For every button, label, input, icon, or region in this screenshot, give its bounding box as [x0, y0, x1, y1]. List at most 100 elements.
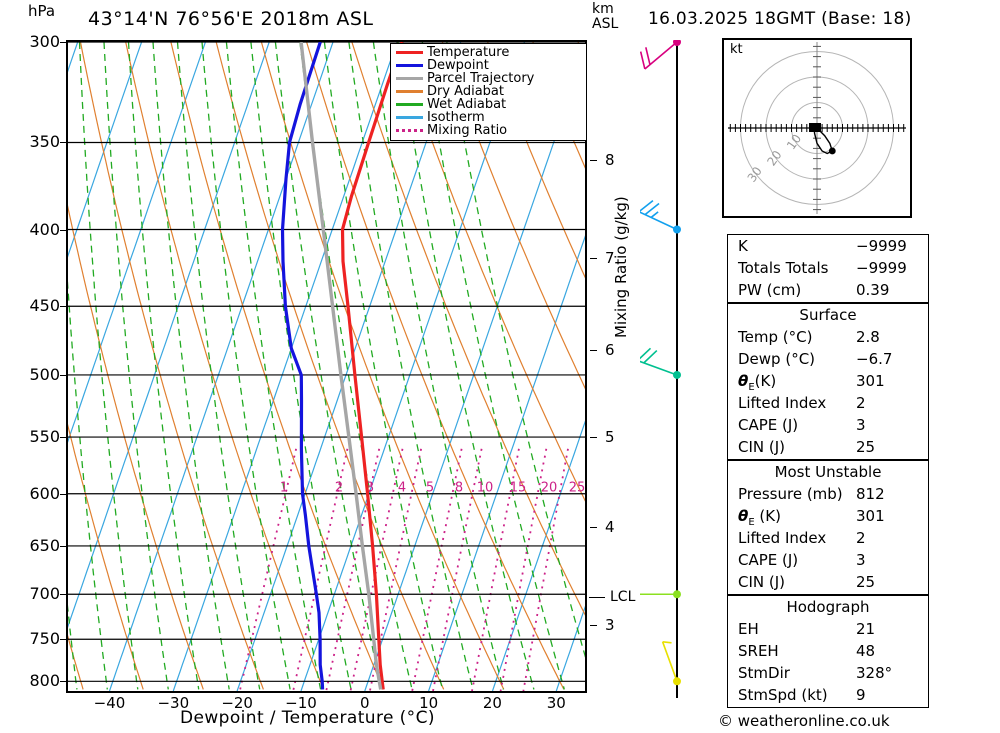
wind-barb-shaft: [637, 359, 678, 376]
height-tick: [590, 527, 597, 528]
isotherm-line: [491, 420, 585, 691]
table-row-key: StmSpd (kt): [738, 686, 828, 704]
table-row-value: 48: [856, 642, 876, 660]
dry-adiabat-line: [215, 42, 445, 690]
wind-barb-flag: [645, 47, 651, 65]
table-row-key: K: [738, 237, 748, 255]
table-row: CIN (J) 25: [728, 571, 928, 593]
height-tick-label: 7: [605, 249, 615, 267]
dry-adiabat-line: [125, 42, 325, 690]
legend-swatch-icon: [396, 51, 423, 54]
wind-barb-marker: [673, 590, 681, 599]
table-row: Pressure (mb) 812: [728, 483, 928, 505]
table-heading: Surface: [799, 306, 857, 324]
hodograph-storm-motion-marker: [809, 123, 821, 132]
temperature-tick-label: 20: [482, 694, 502, 712]
height-tick-label: 5: [605, 428, 615, 446]
height-tick: [590, 350, 597, 351]
legend-label: Dry Adiabat: [427, 84, 504, 99]
legend: Temperature Dewpoint Parcel Trajectory Dry …: [390, 43, 587, 141]
pressure-tick: [60, 42, 68, 43]
height-tick-label: 6: [605, 341, 615, 359]
temperature-tick-label: 30: [546, 694, 566, 712]
table-row-key: StmDir: [738, 664, 790, 682]
pressure-tick: [60, 493, 68, 495]
temperature-tick-label: −20: [221, 694, 253, 712]
hodograph-ring-label: 20: [764, 148, 784, 169]
table-row-key: θE(K): [738, 372, 777, 393]
pressure-tick: [60, 437, 68, 439]
mixing-ratio-line: [411, 448, 463, 691]
isotherm-line: [68, 42, 270, 628]
mixing-ratio-label: 4: [398, 481, 406, 496]
table-row-value: 9: [856, 686, 866, 704]
dry-adiabat-line: [68, 423, 144, 690]
isotherm-line: [68, 42, 143, 258]
date-title: 16.03.2025 18GMT (Base: 18): [648, 9, 912, 29]
height-unit-line1: km: [592, 1, 614, 17]
table-row-value: −6.7: [856, 350, 893, 368]
mixing-ratio-label: 20: [541, 481, 558, 496]
wet-adiabat-line: [201, 42, 291, 690]
wet-adiabat-line: [103, 42, 169, 690]
isotherm-line: [68, 42, 79, 73]
legend-label: Parcel Trajectory: [427, 71, 535, 86]
wet-adiabat-line: [421, 42, 565, 690]
wet-adiabat-line: [78, 42, 139, 690]
height-tick-label: 3: [605, 616, 615, 634]
mixing-ratio-line: [471, 448, 520, 691]
wet-adiabat-line: [152, 42, 230, 690]
pressure-tick-label: 450: [29, 296, 60, 316]
table-row-key: θE (K): [738, 507, 781, 528]
dry-adiabat-line: [170, 42, 385, 690]
pressure-tick-label: 800: [29, 671, 60, 691]
dry-adiabat-line: [260, 42, 505, 690]
table-row: Temp (°C) 2.8: [728, 326, 928, 348]
wind-barb-shaft: [661, 641, 678, 682]
isotherm-line: [172, 42, 398, 691]
legend-label: Isotherm: [427, 110, 485, 125]
mixing-ratio-label: 25: [569, 481, 585, 496]
table-row: θE(K) 301: [728, 370, 928, 393]
legend-item: Temperature: [394, 46, 583, 59]
table-row: θE (K) 301: [728, 505, 928, 528]
table-row-key: SREH: [738, 642, 779, 660]
wet-adiabat-line: [250, 42, 352, 690]
skewt-plot[interactable]: 1 2 3 4 5 8 10 15 20 25: [66, 40, 587, 693]
mixing-ratio-line: [499, 448, 548, 691]
station-title: 43°14'N 76°56'E 2018m ASL: [88, 8, 374, 30]
height-unit-line2: ASL: [592, 16, 619, 32]
table-row-value: 328°: [856, 664, 893, 682]
pressure-unit-label: hPa: [28, 2, 56, 20]
table-row: StmDir 328°: [728, 662, 928, 684]
mixing-ratio-label: 15: [510, 481, 527, 496]
isotherm-line: [300, 42, 526, 691]
table-row: Lifted Index 2: [728, 527, 928, 549]
profile-parcel-trajectory: [299, 42, 383, 690]
legend-label: Dewpoint: [427, 58, 489, 73]
x-axis-title: Dewpoint / Temperature (°C): [180, 708, 435, 728]
wind-barb-flag: [643, 350, 658, 364]
height-tick-label: 8: [605, 151, 615, 169]
pressure-tick: [60, 229, 68, 231]
pressure-tick-label: 750: [29, 629, 60, 649]
table-row-key: EH: [738, 620, 759, 638]
mixing-ratio-label: 5: [426, 481, 434, 496]
isotherm-line: [68, 42, 206, 443]
table-row-key: Temp (°C): [738, 328, 813, 346]
table-row-key: PW (cm): [738, 281, 802, 299]
legend-item: Mixing Ratio: [394, 124, 583, 137]
hodograph-panel[interactable]: kt 10 20 30: [722, 38, 912, 218]
legend-swatch-icon: [396, 103, 423, 106]
pressure-tick-label: 350: [29, 132, 60, 152]
table-row: CIN (J) 25: [728, 436, 928, 458]
temperature-tick-label: −10: [285, 694, 317, 712]
dry-adiabat-line: [487, 42, 585, 279]
table-row-key: Totals Totals: [738, 259, 829, 277]
table-row-key: CIN (J): [738, 438, 786, 456]
legend-item: Dewpoint: [394, 59, 583, 72]
table-row-value: 2: [856, 529, 866, 547]
wind-barb-flag: [644, 202, 660, 216]
pressure-tick-label: 600: [29, 483, 60, 503]
